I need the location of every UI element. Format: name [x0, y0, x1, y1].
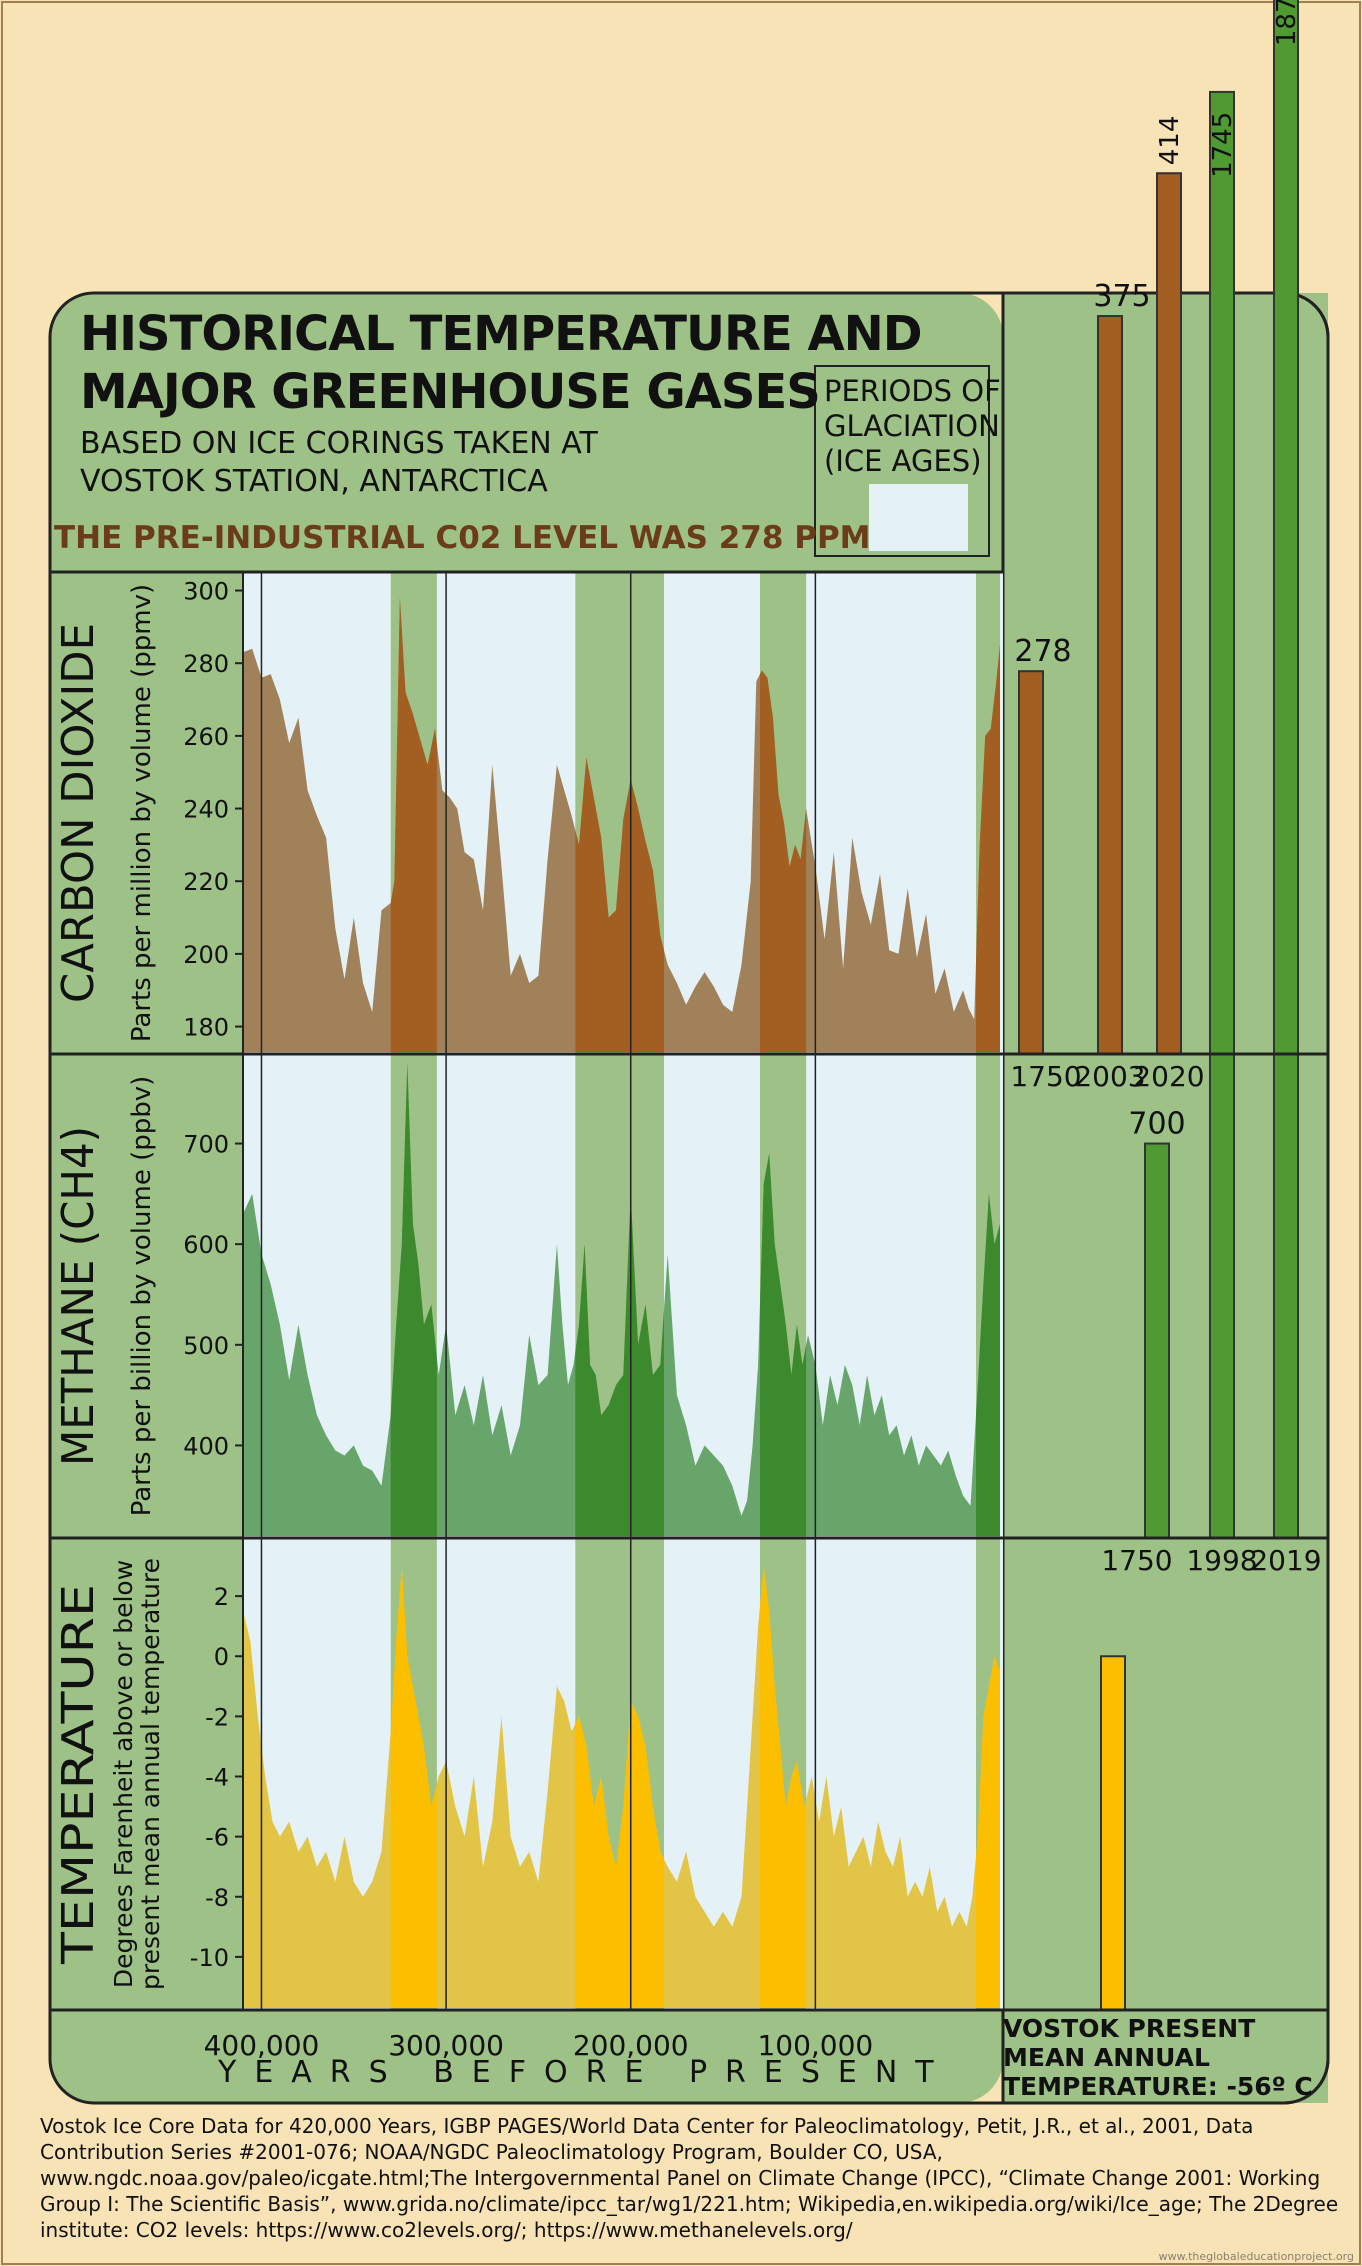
- x-tick-label-2: 200,000: [573, 2029, 689, 2062]
- co2-bar-category-1750: 1750: [1010, 1060, 1081, 1093]
- temperature-y-tick-label-6: -10: [190, 1944, 229, 1972]
- temperature-y-axis-label-line-2: present mean annual temperature: [136, 1558, 165, 1990]
- co2-y-axis-label: Parts per million by volume (ppmv): [127, 584, 157, 1042]
- co2-y-tick-label-1: 280: [183, 650, 229, 678]
- methane-bar-2019: [1273, 0, 1299, 1539]
- outer-frame: [48, 291, 1330, 2105]
- methane-bar-category-2019: 2019: [1250, 1544, 1321, 1577]
- temperature-y-tick-label-3: -4: [205, 1764, 229, 1792]
- temperature-y-tick-label-0: 2: [214, 1583, 229, 1611]
- methane-bar-1750: [1144, 1142, 1170, 1540]
- legend-glaciation-swatch: [869, 484, 968, 551]
- co2-bar-value-2003: 375: [1093, 279, 1150, 314]
- co2-bar-value-1750: 278: [1014, 634, 1071, 669]
- methane-y-tick-label-2: 500: [183, 1332, 229, 1360]
- title-line-2: MAJOR GREENHOUSE GASES: [80, 364, 821, 420]
- co2-bar-category-2003: 2003: [1074, 1060, 1145, 1093]
- methane-bar-value-1750: 700: [1128, 1107, 1185, 1142]
- temperature-y-tick-label-1: 0: [214, 1643, 229, 1671]
- legend-label: PERIODS OF GLACIATION (ICE AGES): [824, 374, 1001, 479]
- co2-bar-category-2020: 2020: [1133, 1060, 1204, 1093]
- legend-line-1: PERIODS OF: [824, 374, 1001, 408]
- vostok-note-line-3: TEMPERATURE: -56º C: [1003, 2072, 1313, 2101]
- chart-subtitle: BASED ON ICE CORINGS TAKEN AT VOSTOK STA…: [80, 425, 598, 501]
- subtitle-line-1: BASED ON ICE CORINGS TAKEN AT: [80, 426, 598, 461]
- co2-panel-title: CARBON DIOXIDE: [53, 623, 104, 1003]
- methane-y-tick-label-1: 600: [183, 1231, 229, 1259]
- vostok-note-line-1: VOSTOK PRESENT: [1003, 2014, 1256, 2043]
- temperature-y-axis-label-line-1: Degrees Farenheit above or below: [109, 1560, 138, 1988]
- methane-y-axis-label: Parts per billion by volume (ppbv): [127, 1076, 157, 1517]
- methane-panel-title: METHANE (CH4): [53, 1126, 104, 1466]
- legend-line-3: (ICE AGES): [824, 444, 982, 478]
- methane-bar-value-2019: 1876: [1272, 0, 1302, 46]
- methane-y-tick-label-3: 400: [183, 1432, 229, 1460]
- co2-y-tick-label-5: 200: [183, 941, 229, 969]
- co2-bar-2003: [1097, 315, 1123, 1055]
- legend-box: [814, 365, 990, 557]
- subtitle-line-2: VOSTOK STATION, ANTARCTICA: [80, 464, 548, 499]
- title-line-1: HISTORICAL TEMPERATURE AND: [80, 306, 923, 362]
- temperature-panel-title: TEMPERATURE: [53, 1584, 104, 1965]
- x-tick-label-3: 100,000: [757, 2029, 873, 2062]
- co2-y-tick-label-0: 300: [183, 578, 229, 606]
- co2-bar-value-2020: 414: [1155, 116, 1185, 166]
- methane-bar-1998: [1209, 90, 1235, 1539]
- vostok-note-line-2: MEAN ANNUAL: [1003, 2043, 1210, 2072]
- temperature-y-tick-label-5: -8: [205, 1884, 229, 1912]
- co2-y-tick-label-3: 240: [183, 796, 229, 824]
- vostok-note: VOSTOK PRESENT MEAN ANNUAL TEMPERATURE: …: [1003, 2014, 1313, 2101]
- source-citation: Vostok Ice Core Data for 420,000 Years, …: [40, 2114, 1339, 2242]
- methane-bar-value-1998: 1745: [1208, 112, 1238, 178]
- co2-y-tick-label-6: 180: [183, 1014, 229, 1042]
- co2-y-tick-label-2: 260: [183, 723, 229, 751]
- methane-bar-category-1998: 1998: [1186, 1544, 1257, 1577]
- preindustrial-note: THE PRE-INDUSTRIAL C02 LEVEL WAS 278 PPM: [54, 520, 871, 556]
- methane-y-tick-label-0: 700: [183, 1131, 229, 1159]
- temperature-y-tick-label-4: -6: [205, 1824, 229, 1852]
- temperature-y-tick-label-2: -2: [205, 1703, 229, 1731]
- x-tick-label-1: 300,000: [388, 2029, 504, 2062]
- x-axis-title: YEARS BEFORE PRESENT: [218, 2055, 952, 2090]
- x-tick-label-0: 400,000: [204, 2029, 320, 2062]
- legend-line-2: GLACIATION: [824, 409, 1000, 443]
- temperature-bar-present: [1100, 1655, 1126, 2011]
- chart-title: HISTORICAL TEMPERATURE AND MAJOR GREENHO…: [80, 305, 923, 421]
- co2-bar-1750: [1018, 670, 1044, 1055]
- watermark: www.theglobaleducationproject.org: [1158, 2250, 1354, 2263]
- co2-bar-2020: [1156, 172, 1182, 1055]
- co2-y-tick-label-4: 220: [183, 868, 229, 896]
- methane-bar-category-1750: 1750: [1101, 1544, 1172, 1577]
